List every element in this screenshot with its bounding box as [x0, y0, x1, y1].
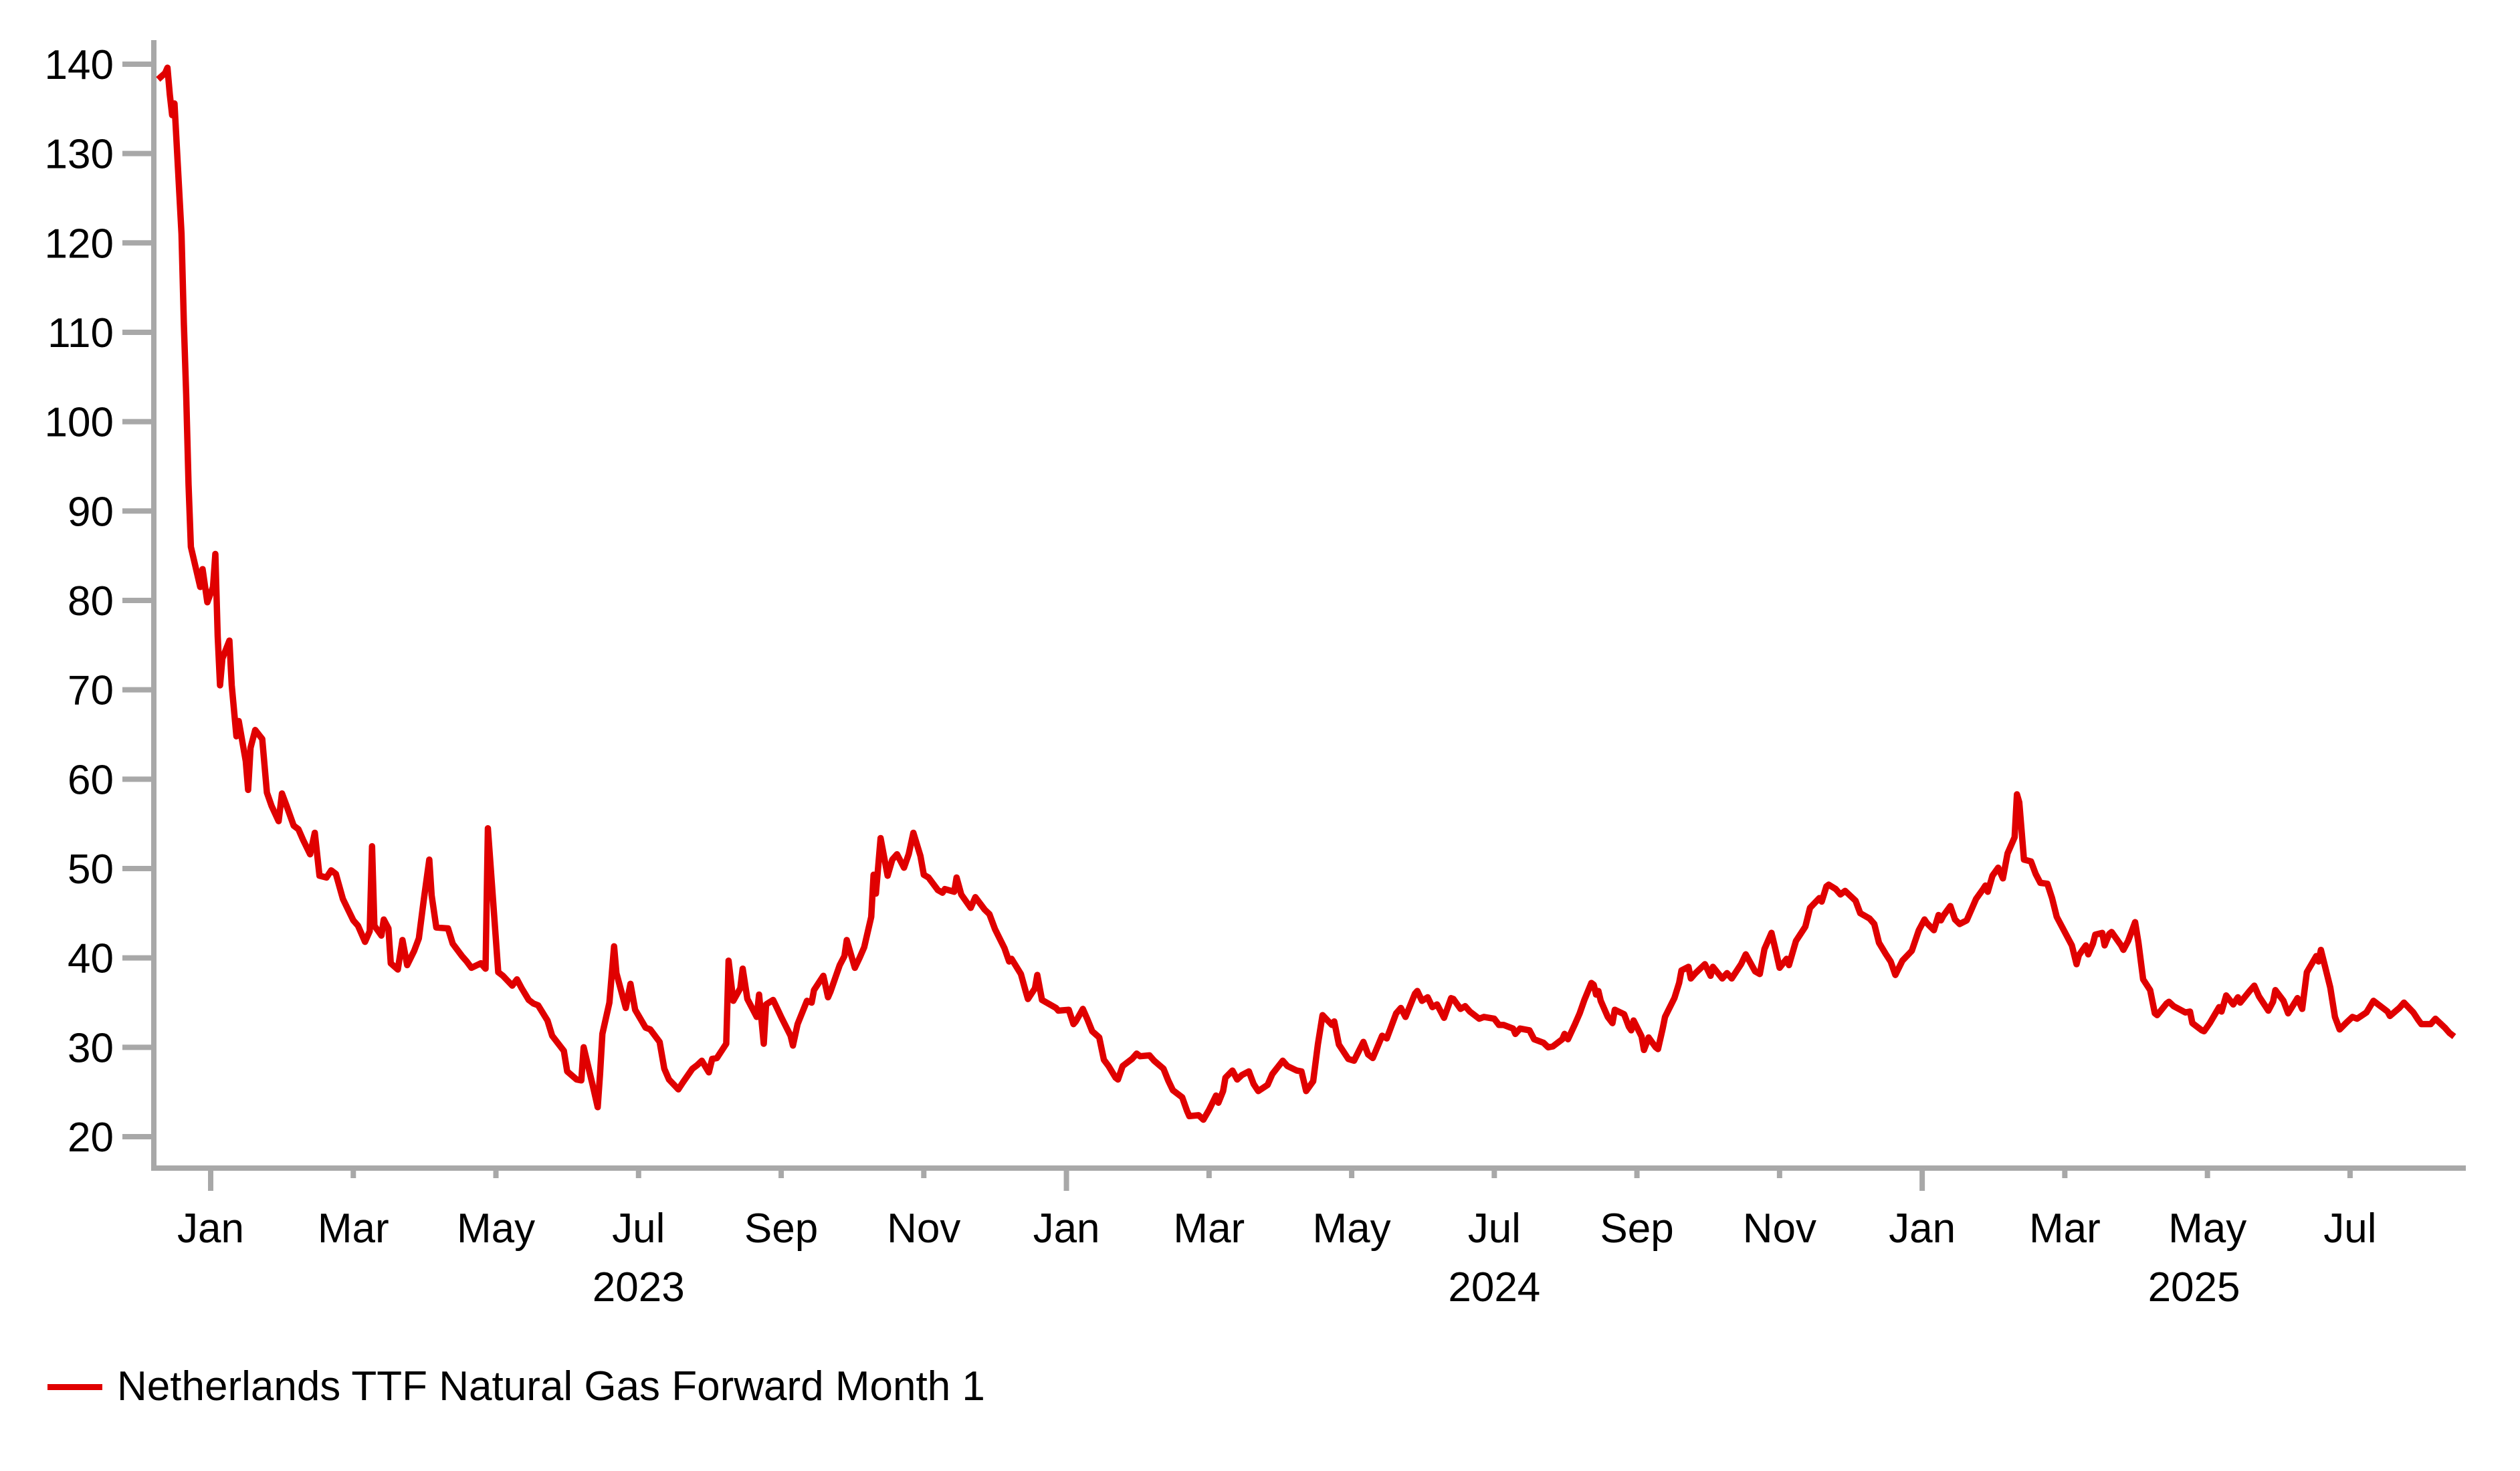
x-tick-label-2025-01-01: Jan	[1889, 1206, 1956, 1252]
year-label-2024: 2024	[1448, 1264, 1540, 1311]
price-line	[156, 64, 2456, 1123]
x-tick-label-2025-05-01: May	[2168, 1206, 2246, 1252]
y-tick-label-30: 30	[68, 1025, 114, 1071]
year-label-2023: 2023	[593, 1264, 685, 1311]
x-tick-label-2024-05-01: May	[1313, 1206, 1391, 1252]
x-tick-label-2023-01-01: Jan	[177, 1206, 244, 1252]
x-tick-label-2024-07-01: Jul	[1468, 1206, 1521, 1252]
y-tick-label-140: 140	[45, 42, 114, 88]
x-tick-label-2023-05-01: May	[457, 1206, 535, 1252]
y-tick-label-50: 50	[68, 846, 114, 893]
x-tick-label-2024-09-01: Sep	[1600, 1206, 1673, 1252]
y-tick-label-60: 60	[68, 757, 114, 803]
x-tick-label-2023-03-01: Mar	[318, 1206, 389, 1252]
x-tick-label-2024-03-01: Mar	[1173, 1206, 1245, 1252]
legend-label: Netherlands TTF Natural Gas Forward Mont…	[117, 1363, 985, 1409]
legend: Netherlands TTF Natural Gas Forward Mont…	[0, 0, 2520, 1409]
x-tick-label-2025-03-01: Mar	[2029, 1206, 2101, 1252]
x-tick-label-2023-11-01: Nov	[887, 1206, 960, 1252]
y-tick-label-20: 20	[68, 1115, 114, 1161]
y-tick-label-130: 130	[45, 132, 114, 178]
y-tick-label-100: 100	[45, 400, 114, 446]
x-tick-label-2023-07-01: Jul	[612, 1206, 665, 1252]
y-tick-label-80: 80	[68, 578, 114, 625]
y-tick-label-120: 120	[45, 221, 114, 267]
year-label-2025: 2025	[2148, 1264, 2240, 1311]
y-tick-label-110: 110	[47, 310, 114, 356]
y-tick-label-90: 90	[68, 489, 114, 535]
x-tick-label-2025-07-01: Jul	[2323, 1206, 2376, 1252]
legend-line-swatch	[47, 1384, 102, 1390]
x-tick-label-2023-09-01: Sep	[744, 1206, 818, 1252]
x-tick-label-2024-01-01: Jan	[1033, 1206, 1100, 1252]
x-tick-label-2024-11-01: Nov	[1743, 1206, 1816, 1252]
y-tick-label-40: 40	[68, 936, 114, 982]
y-tick-label-70: 70	[68, 668, 114, 714]
